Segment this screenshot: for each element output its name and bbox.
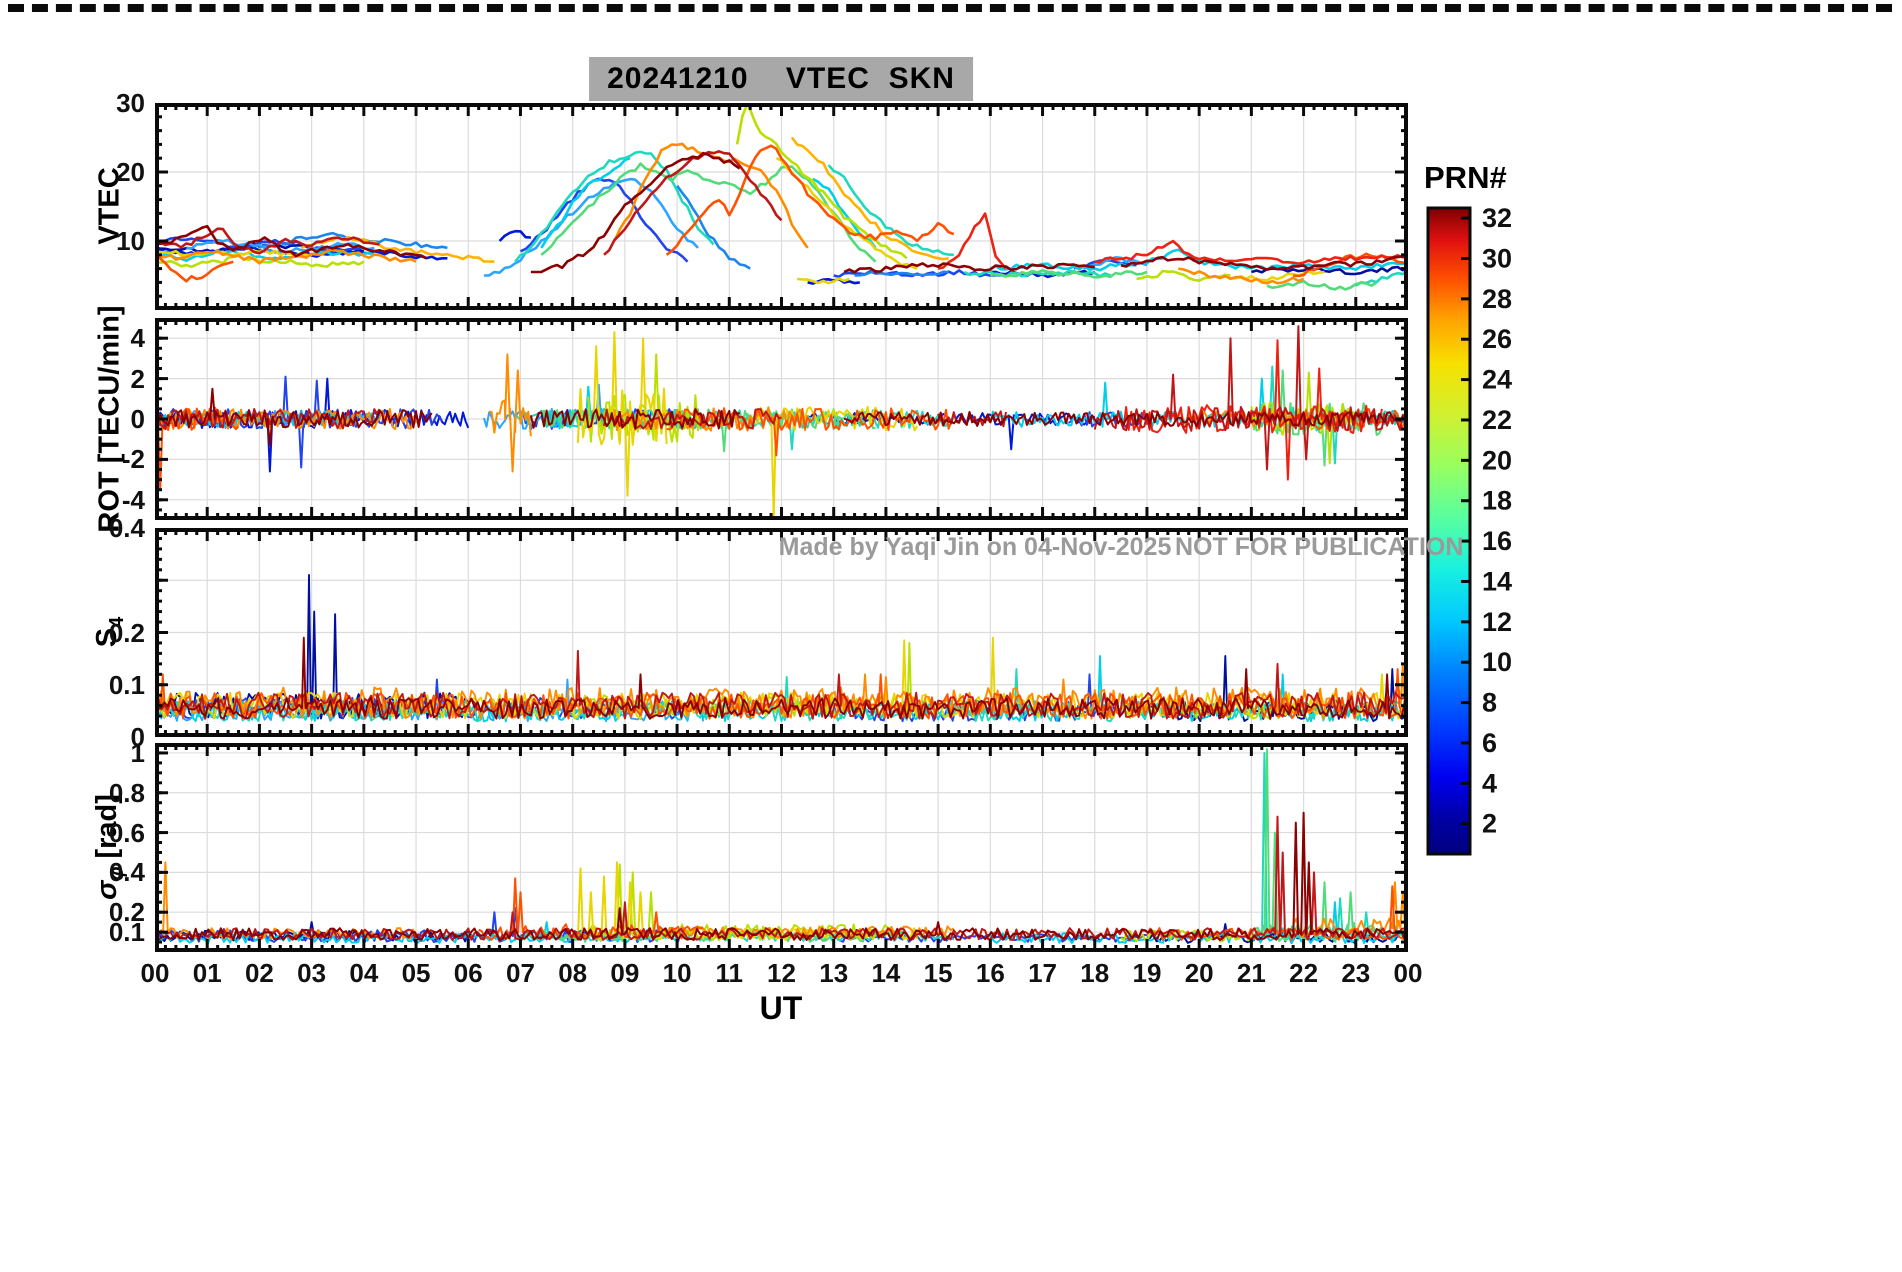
panel-sigma-phi xyxy=(155,743,1408,952)
y-tick-label-sigma-phi: 0.6 xyxy=(108,817,145,848)
series-prn-14 xyxy=(514,150,1405,287)
series-prn-28 xyxy=(937,212,1405,270)
series-prn-32 xyxy=(158,636,1405,720)
x-tick-label: 09 xyxy=(610,958,640,988)
y-tick-label-rot: -4 xyxy=(121,484,145,515)
y-tick-label-rot: -2 xyxy=(121,444,145,475)
y-tick-label-sigma-phi: 0.4 xyxy=(108,857,145,888)
x-tick-label: 16 xyxy=(975,958,1005,988)
x-tick-label: 13 xyxy=(819,958,849,988)
chart-title: 20241210 VTEC SKN xyxy=(589,57,973,101)
colorbar-tick-label: 4 xyxy=(1482,768,1497,798)
colorbar-tick-label: 28 xyxy=(1482,284,1512,314)
colorbar-tick-label: 10 xyxy=(1482,647,1512,677)
y-tick-label-s4: 0 xyxy=(130,722,145,752)
y-tick-label-vtec: 30 xyxy=(116,88,145,118)
series-prn-24 xyxy=(158,353,1305,473)
x-tick-label: 07 xyxy=(505,958,535,988)
colorbar-tick-label: 26 xyxy=(1482,324,1512,354)
x-tick-label: 11 xyxy=(715,958,744,988)
series-prn-30 xyxy=(158,649,1405,720)
y-tick-label-sigma-phi: 0.1 xyxy=(108,917,145,948)
series-prn-6 xyxy=(158,177,1137,279)
colorbar-tick-label: 8 xyxy=(1482,688,1497,718)
x-tick-label: 02 xyxy=(244,958,274,988)
series-prn-22 xyxy=(300,136,949,263)
series-prn-10 xyxy=(186,177,1148,277)
panel-s4 xyxy=(155,528,1408,737)
x-tick-label: 08 xyxy=(558,958,588,988)
y-tick-label-s4: 0.2 xyxy=(108,617,145,648)
y-tick-label-vtec: 10 xyxy=(116,226,145,256)
colorbar-tick-label: 18 xyxy=(1482,486,1512,516)
y-tick-label-s4: 0.4 xyxy=(108,513,145,543)
colorbar-tick-label: 14 xyxy=(1482,566,1512,596)
y-tick-label-sigma-phi: 0.8 xyxy=(108,777,145,808)
colorbar-tick-label: 2 xyxy=(1482,809,1497,839)
x-tick-label: 04 xyxy=(349,958,379,988)
x-tick-label: 00 xyxy=(140,958,170,988)
x-tick-label: 00 xyxy=(1393,958,1423,988)
colorbar-tick-label: 22 xyxy=(1482,405,1512,435)
x-tick-label: 21 xyxy=(1236,958,1266,988)
series-prn-32 xyxy=(158,387,1405,447)
x-tick-label: 18 xyxy=(1080,958,1110,988)
series-prn-32 xyxy=(158,811,1405,941)
y-tick-label-rot: 2 xyxy=(130,363,145,394)
colorbar-tick-label: 24 xyxy=(1482,365,1512,395)
series-prn-32 xyxy=(158,151,1405,274)
panel-vtec xyxy=(155,103,1408,310)
xlabel-ut: UT xyxy=(759,990,803,1026)
y-tick-label-sigma-phi: 0.2 xyxy=(108,897,145,928)
colorbar-tick-label: 6 xyxy=(1482,728,1497,758)
x-tick-label: 17 xyxy=(1028,958,1057,988)
colorbar-title: PRN# xyxy=(1424,160,1507,195)
panel-rot xyxy=(155,318,1408,520)
x-tick-label: 06 xyxy=(453,958,483,988)
x-tick-label: 23 xyxy=(1341,958,1371,988)
colorbar-tick-label: 12 xyxy=(1482,607,1512,637)
y-tick-label-rot: 0 xyxy=(130,404,145,434)
x-tick-label: 05 xyxy=(401,958,431,988)
x-tick-label: 03 xyxy=(297,958,327,988)
colorbar-tick-label: 20 xyxy=(1482,445,1512,475)
series-prn-20 xyxy=(158,157,1325,285)
colorbar-tick-label: 30 xyxy=(1482,243,1512,273)
x-tick-label: 14 xyxy=(871,958,901,988)
colorbar-tick-label: 16 xyxy=(1482,526,1512,556)
y-tick-label-vtec: 20 xyxy=(116,157,145,187)
x-tick-label: 01 xyxy=(192,958,222,988)
top-dashed-border xyxy=(8,4,1892,12)
x-tick-label: 12 xyxy=(767,958,796,988)
x-tick-label: 22 xyxy=(1289,958,1319,988)
x-tick-label: 19 xyxy=(1132,958,1162,988)
x-tick-label: 15 xyxy=(923,958,953,988)
x-tick-label: 20 xyxy=(1184,958,1214,988)
y-tick-label-s4: 0.1 xyxy=(108,669,145,700)
series-prn-16 xyxy=(540,162,1378,291)
series-prn-16 xyxy=(540,748,1383,943)
x-tick-label: 10 xyxy=(662,958,692,988)
y-tick-label-rot: 4 xyxy=(130,323,145,354)
y-tick-label-sigma-phi: 1 xyxy=(130,737,145,768)
colorbar-tick-label: 32 xyxy=(1482,203,1512,233)
